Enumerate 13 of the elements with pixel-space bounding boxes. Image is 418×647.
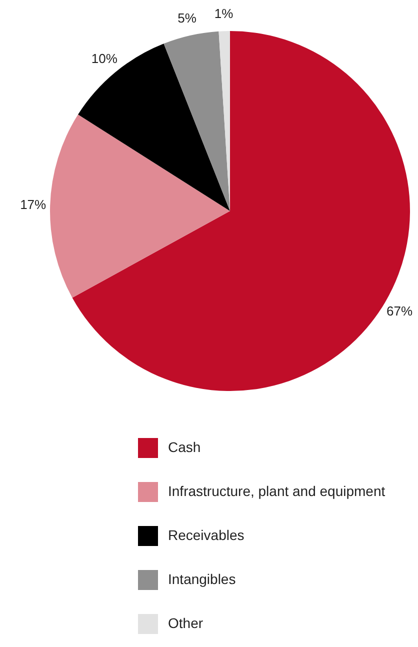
data-label: 10%	[91, 51, 118, 66]
legend-label: Intangibles	[168, 571, 236, 587]
data-label: 17%	[20, 196, 47, 212]
data-label: 67%	[386, 303, 414, 318]
data-label: 5%	[178, 10, 197, 26]
legend-label: Receivables	[168, 527, 244, 543]
legend-label: Cash	[168, 439, 201, 455]
legend-label: Infrastructure, plant and equipment	[168, 483, 386, 499]
pie-slice	[164, 31, 230, 211]
pie-slice	[50, 114, 230, 298]
data-label: 1%	[214, 6, 234, 22]
pie-slice	[78, 44, 230, 211]
legend-label: Other	[168, 615, 204, 631]
